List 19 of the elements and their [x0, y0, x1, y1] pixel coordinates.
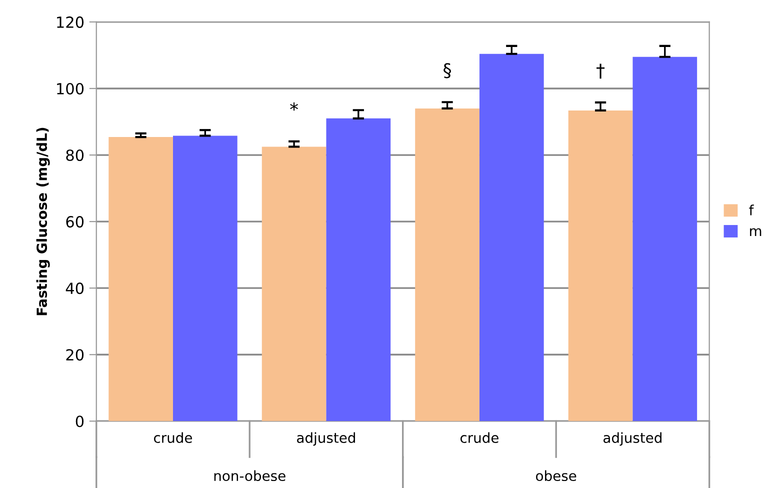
y-tick-label: 80	[66, 149, 84, 162]
annotation: †	[596, 64, 605, 79]
annotation: *	[290, 102, 298, 111]
legend-label: f	[749, 204, 754, 216]
y-axis-title: Fasting Glucose (mg/dL)	[36, 128, 50, 316]
text: obese	[536, 470, 576, 482]
legend-label: m	[750, 228, 762, 236]
y-tick-label: 100	[57, 82, 84, 95]
y-tick-label: 0	[76, 416, 84, 428]
text: non-obese	[214, 470, 286, 482]
annotation: §	[444, 63, 451, 78]
x-tick-label: adjusted	[604, 432, 662, 446]
y-tick-label: 60	[66, 216, 84, 228]
x-tick-label: crude	[154, 432, 192, 444]
y-tick-label: 20	[66, 349, 84, 361]
y-tick-label: 40	[66, 282, 84, 294]
x-tick-label: adjusted	[297, 432, 355, 446]
y-tick-label: 120	[57, 16, 84, 28]
x-tick-label: crude	[460, 432, 498, 444]
